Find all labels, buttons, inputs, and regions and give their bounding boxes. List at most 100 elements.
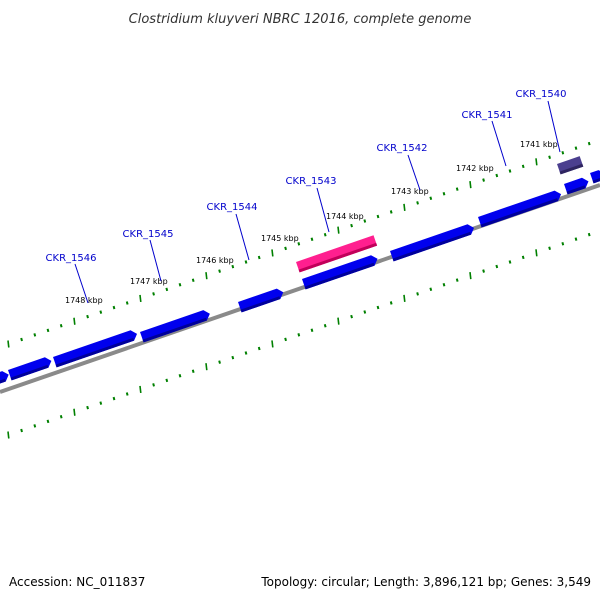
major-tick [7,340,10,348]
minor-tick [86,314,89,319]
gene-label-ckr-1542[interactable]: CKR_1542 [377,143,428,154]
gene-body [557,156,584,175]
minor-tick [33,333,37,337]
major-tick [535,158,538,166]
gene-body [140,310,210,343]
minor-tick [323,323,327,328]
accession-text: Accession: NC_011837 [9,575,145,589]
major-tick [7,431,10,439]
minor-tick [218,269,221,273]
minor-tick [363,219,367,223]
minor-tick [297,333,301,337]
gene-ckr-1540[interactable] [557,156,584,175]
minor-tick [257,346,261,351]
minor-tick [548,155,551,160]
gene-arrow[interactable] [564,176,590,195]
gene-label-ckr-1543[interactable]: CKR_1543 [286,176,337,187]
minor-tick [574,146,578,150]
gene-arrow[interactable] [140,309,212,343]
minor-tick [244,260,248,264]
position-labels: 1741 kbp 1742 kbp 1743 kbp 1744 kbp 1745… [65,140,558,305]
minor-tick [112,305,116,310]
gene-body [238,288,284,313]
gene-label-ckr-1545[interactable]: CKR_1545 [123,229,174,240]
gene-label-ckr-1540[interactable]: CKR_1540 [516,89,567,100]
callout-line [407,154,421,191]
minor-tick [46,328,50,333]
minor-tick [178,374,182,378]
minor-tick [350,223,353,228]
gene-arrow[interactable] [478,189,563,228]
minor-tick [548,246,551,251]
major-tick [73,408,76,416]
genome-summary-text: Topology: circular; Length: 3,896,121 bp… [260,575,591,589]
gene-arrow[interactable] [8,356,53,381]
gene-body [0,371,9,387]
minor-tick [508,260,512,264]
minor-tick [323,232,327,237]
gene-arrow[interactable] [53,329,139,368]
minor-tick [231,355,235,360]
gene-arrow[interactable] [238,287,285,313]
minor-tick [20,337,23,342]
callout-line [491,120,507,167]
position-label: 1745 kbp [261,234,299,243]
minor-tick [257,255,261,260]
major-tick [403,294,406,302]
gene-body [590,170,600,184]
gene-shadow [566,185,586,195]
minor-tick [46,419,50,424]
gene-body [296,235,378,273]
gene-arrow[interactable] [590,168,600,184]
highlighted-gene-ckr-1543[interactable] [296,235,378,273]
minor-tick [310,237,314,242]
gene-label-ckr-1544[interactable]: CKR_1544 [207,202,258,213]
minor-tick [561,241,565,246]
minor-tick [376,305,380,310]
gene-shadow [55,337,135,368]
gene-label-ckr-1541[interactable]: CKR_1541 [462,110,513,121]
gene-body [8,357,52,381]
minor-tick [59,415,63,419]
minor-tick [218,360,221,364]
gene-body [478,190,562,228]
gene-shadow [304,262,375,290]
outer-tick-track [7,141,591,348]
map-title: Clostridium kluyveri NBRC 12016, complet… [129,12,472,27]
gene-body [53,330,138,368]
minor-tick [587,141,591,146]
minor-tick [191,369,195,374]
minor-tick [561,150,565,155]
minor-tick [521,164,525,169]
gene-shadow [298,242,378,273]
gene-labels: CKR_1540 CKR_1541 CKR_1542 CKR_1543 CKR_… [46,89,567,264]
position-label: 1746 kbp [196,256,234,265]
callout-line [235,213,250,261]
minor-tick [178,283,182,287]
minor-tick [125,392,129,396]
gene-label-ckr-1546[interactable]: CKR_1546 [46,253,97,264]
minor-tick [297,242,301,246]
minor-tick [191,278,195,283]
major-tick [469,272,472,280]
gene-arrow[interactable] [390,223,476,262]
minor-tick [86,405,89,410]
callout-line [547,100,561,153]
callout-line [149,239,162,282]
gene-arrow[interactable] [0,369,10,387]
major-tick [205,272,208,280]
major-tick [535,249,538,257]
gene-arrow[interactable] [302,254,379,290]
minor-tick [482,269,485,273]
inner-tick-track [7,232,591,439]
minor-tick [389,210,393,214]
major-tick [403,203,406,211]
major-tick [271,340,274,348]
minor-tick [455,278,459,282]
minor-tick [574,237,578,241]
major-tick [139,294,142,303]
gene-shadow [559,163,584,175]
major-tick [337,317,340,325]
gene-callouts [74,100,561,304]
minor-tick [389,301,393,305]
